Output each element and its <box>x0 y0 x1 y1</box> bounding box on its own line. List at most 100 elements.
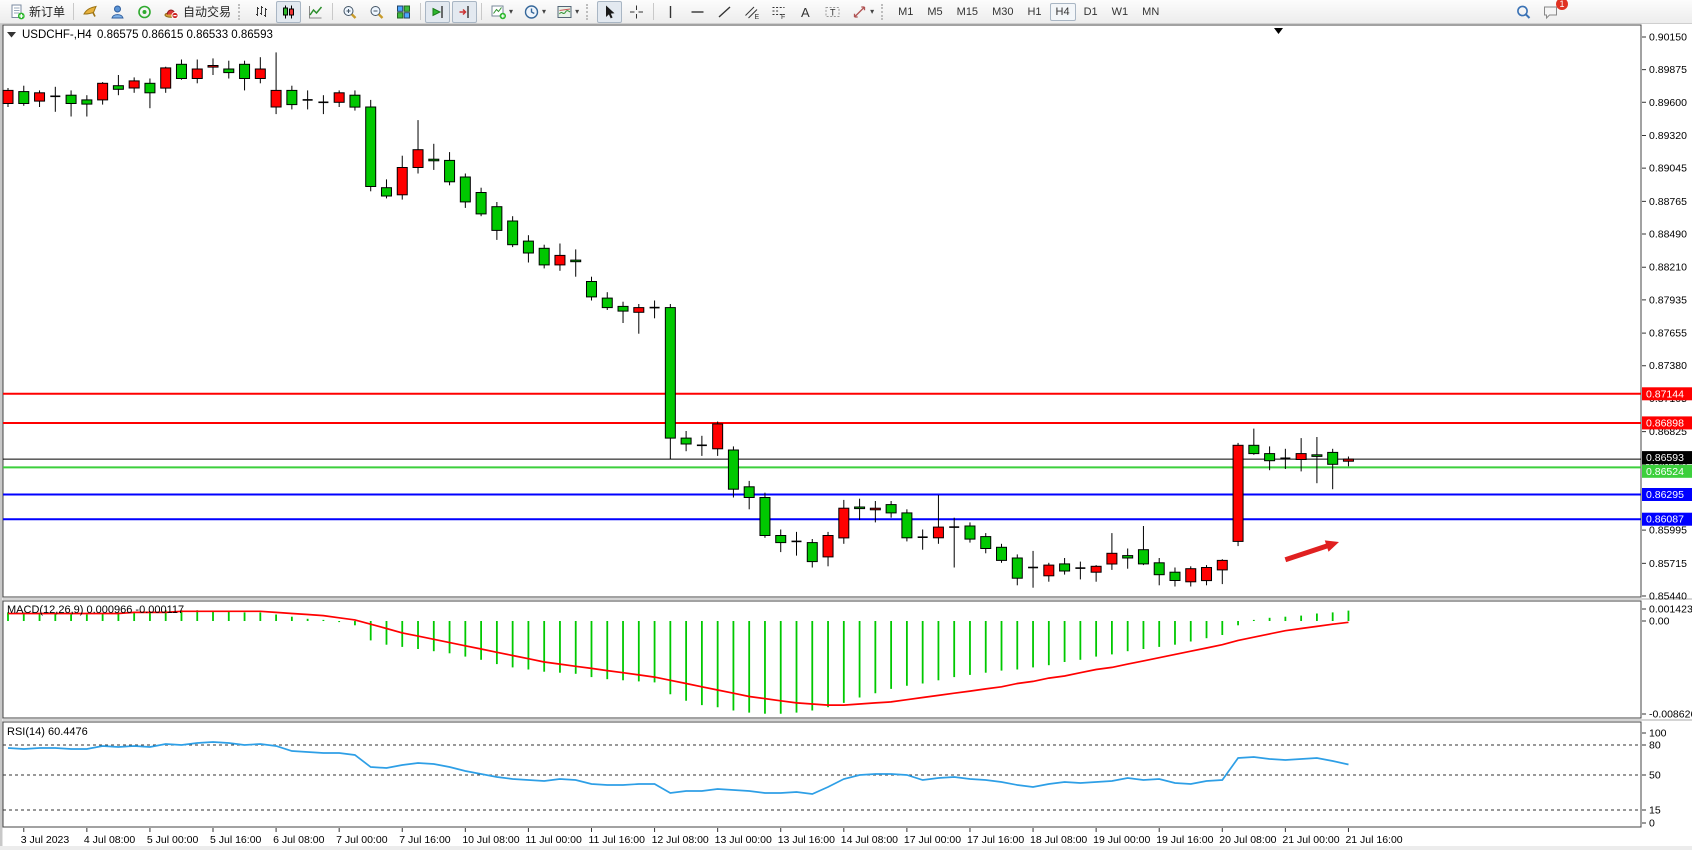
candlesticks-button[interactable] <box>276 0 302 23</box>
horizontal-line-icon <box>691 10 704 13</box>
indicators-button[interactable]: ▾ <box>486 1 517 23</box>
text-button[interactable]: A <box>793 1 818 23</box>
price-level-label: 0.86524 <box>1642 464 1692 478</box>
candle <box>1232 442 1244 547</box>
line-chart-button[interactable] <box>303 1 328 23</box>
toolbar-separator <box>332 3 334 20</box>
candle <box>1327 448 1339 490</box>
candle <box>743 480 755 510</box>
new-order-button[interactable]: 新订单 <box>5 1 69 23</box>
bar-chart-button[interactable] <box>249 1 274 23</box>
candle <box>507 216 519 248</box>
zoom-in-button[interactable] <box>337 1 362 23</box>
community-icon <box>111 5 124 18</box>
timeframe-m5-button[interactable]: M5 <box>927 5 943 18</box>
candle <box>1028 550 1039 588</box>
price-tick-label: 0.87935 <box>1649 294 1687 306</box>
candle <box>65 90 77 117</box>
candle <box>286 85 298 110</box>
vertical-line-button[interactable] <box>658 1 683 23</box>
candle <box>964 522 976 543</box>
zoom-out-button[interactable] <box>364 1 389 23</box>
crosshair-icon <box>630 5 644 18</box>
timeframe-d1-button[interactable]: D1 <box>1083 5 1098 18</box>
time-tick-label: 7 Jul 16:00 <box>399 834 451 846</box>
time-tick-label: 13 Jul 16:00 <box>778 834 835 846</box>
timeframe-m1-button[interactable]: M1 <box>898 5 914 18</box>
candle <box>112 75 124 96</box>
chart-shift-icon <box>459 5 469 18</box>
candle <box>680 431 692 452</box>
candle <box>18 85 30 106</box>
horizontal-level-lines[interactable] <box>3 392 1641 521</box>
periods-button[interactable]: ▾ <box>519 1 550 23</box>
candle <box>980 533 992 554</box>
candle <box>491 202 503 240</box>
timeframe-h1-button[interactable]: H1 <box>1027 5 1042 18</box>
shapes-button[interactable]: ▾ <box>847 1 878 23</box>
autotrade-button[interactable]: 自动交易 <box>159 1 235 23</box>
community-button[interactable] <box>105 1 130 23</box>
candle <box>1169 567 1181 587</box>
candle <box>838 499 850 544</box>
new-order-icon <box>11 4 25 19</box>
price-tick-label: 0.85715 <box>1649 558 1687 570</box>
candle <box>191 59 203 84</box>
time-tick-label: 21 Jul 16:00 <box>1345 834 1402 846</box>
search-button[interactable] <box>1511 1 1536 23</box>
text-label-button[interactable]: T <box>820 1 845 23</box>
candle <box>444 152 456 186</box>
templates-button[interactable]: ▾ <box>552 1 583 23</box>
candle <box>822 531 834 567</box>
chart-plot-area[interactable]: USDCHF-,H4 0.86575 0.86615 0.86533 0.8659… <box>0 24 1692 850</box>
rsi-tick-label: 50 <box>1649 770 1661 782</box>
candle <box>791 531 802 556</box>
macd-signal-line <box>8 610 1349 706</box>
svg-text:F: F <box>781 14 785 20</box>
crosshair-button[interactable] <box>624 1 649 23</box>
price-tick-label: 0.88210 <box>1649 262 1687 274</box>
time-tick-label: 21 Jul 00:00 <box>1282 834 1339 846</box>
price-level-label: 0.87144 <box>1642 387 1692 401</box>
tile-windows-icon <box>397 5 411 18</box>
candle <box>97 82 109 105</box>
toolbar-separator <box>420 3 422 20</box>
one-click-trading-toggle[interactable] <box>7 32 16 38</box>
notifications-button[interactable]: 1 <box>1538 0 1568 23</box>
candle <box>1090 565 1102 582</box>
candle <box>1122 548 1134 569</box>
text-label-icon: T <box>825 6 840 17</box>
signals-button[interactable] <box>132 1 157 23</box>
fibonacci-button[interactable]: F <box>766 1 791 23</box>
timeframe-mn-button[interactable]: MN <box>1142 5 1160 18</box>
time-tick-label: 3 Jul 2023 <box>21 834 70 846</box>
chart-shift-button[interactable] <box>452 0 478 23</box>
trendline-button[interactable] <box>712 1 737 23</box>
toolbar: 新订单 自动交易 ▾ ▾ ▾ E F A T ▾ M1 M5 M15 M30 H1 H4 D1 W1 MN 1 <box>0 0 1692 24</box>
cursor-button[interactable] <box>597 0 623 23</box>
time-tick-label: 19 Jul 16:00 <box>1156 834 1213 846</box>
channel-button[interactable]: E <box>739 1 764 23</box>
notification-badge: 1 <box>1556 0 1568 10</box>
candle <box>1075 561 1086 580</box>
price-axis[interactable]: 0.90150 0.89875 0.89600 0.89320 0.89045 0.887… <box>1642 32 1692 830</box>
time-axis[interactable]: 3 Jul 2023 4 Jul 08:00 5 Jul 00:00 5 Jul 16… <box>21 828 1403 846</box>
timeframe-m15-button[interactable]: M15 <box>956 5 979 18</box>
arrow-annotation[interactable] <box>1284 540 1339 563</box>
horizontal-line-button[interactable] <box>685 1 710 23</box>
candle <box>1295 438 1307 472</box>
price-level-label: 0.86087 <box>1642 512 1692 526</box>
horn-button[interactable] <box>78 1 103 23</box>
price-tick-label: 0.90150 <box>1649 32 1687 44</box>
autotrade-label: 自动交易 <box>183 5 232 19</box>
auto-scroll-button[interactable] <box>425 0 451 23</box>
timeframe-h4-button[interactable]: H4 <box>1049 2 1076 21</box>
chart-shift-marker[interactable] <box>1274 28 1283 34</box>
svg-text:0.86898: 0.86898 <box>1646 417 1684 429</box>
tile-windows-button[interactable] <box>391 1 416 23</box>
time-tick-label: 13 Jul 00:00 <box>715 834 772 846</box>
timeframe-m30-button[interactable]: M30 <box>992 5 1014 18</box>
timeframe-w1-button[interactable]: W1 <box>1111 5 1129 18</box>
candle <box>917 529 928 550</box>
price-tick-label: 0.87380 <box>1649 360 1687 372</box>
